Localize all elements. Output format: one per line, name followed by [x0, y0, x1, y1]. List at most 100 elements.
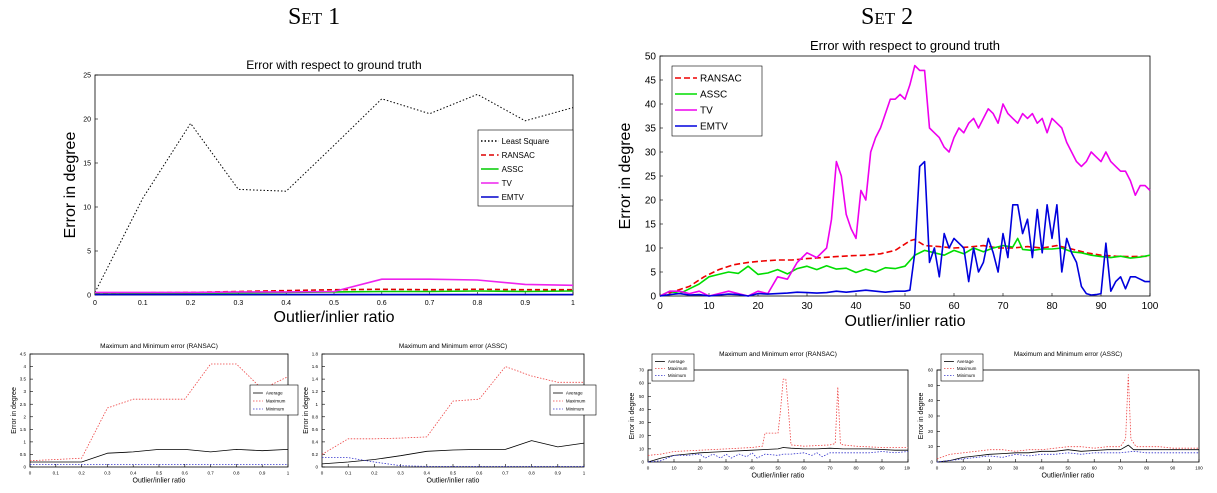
chart-set2-assc: Maximum and Minimum error (ASSC) 0 10 20 30 4… [918, 351, 1203, 480]
data-point [1091, 295, 1092, 296]
data-point [856, 238, 857, 239]
data-point [679, 291, 680, 292]
data-point [765, 449, 766, 450]
series-line-average [647, 447, 908, 463]
x-tick-label: 70 [1118, 466, 1124, 471]
x-tick-label: 0.9 [259, 471, 266, 476]
legend-label: Maximum [668, 366, 688, 371]
data-point [689, 288, 690, 289]
data-point [1185, 448, 1186, 449]
data-point [1032, 257, 1033, 258]
data-point [816, 293, 817, 294]
data-point [765, 454, 766, 455]
data-point [895, 450, 896, 451]
data-point [914, 252, 915, 253]
y-tick-label: 30 [928, 414, 934, 419]
data-point [1041, 451, 1042, 452]
data-point [777, 269, 778, 270]
data-point [525, 289, 526, 290]
data-point [1130, 258, 1131, 259]
y-tick-label: 0 [930, 460, 933, 465]
data-point [1068, 449, 1069, 450]
data-point [159, 449, 160, 450]
data-point [531, 376, 532, 377]
y-tick-label: 20 [645, 196, 657, 207]
data-point [505, 466, 506, 467]
x-tick-label: 20 [752, 301, 764, 312]
y-tick-label: 10 [83, 204, 91, 211]
data-point [709, 276, 710, 277]
data-point [875, 137, 876, 138]
x-tick-label: 60 [948, 301, 960, 312]
data-point [674, 451, 675, 452]
data-point [159, 399, 160, 400]
data-point [1081, 286, 1082, 287]
data-point [1110, 291, 1111, 292]
data-point [791, 444, 792, 445]
data-point [865, 269, 866, 270]
data-point [1081, 252, 1082, 253]
data-point [816, 269, 817, 270]
x-tick-label: 10 [961, 466, 967, 471]
data-point [1172, 448, 1173, 449]
x-tick-label: 50 [899, 301, 911, 312]
data-point [739, 454, 740, 455]
data-point [900, 94, 901, 95]
data-point [1150, 190, 1151, 191]
y-axis-label: Error in degree [617, 123, 634, 230]
y-tick-label: 10 [645, 244, 657, 255]
series-line-maximum [647, 378, 908, 456]
x-tick-label: 50 [775, 466, 781, 471]
data-point [107, 464, 108, 465]
data-point [400, 438, 401, 439]
y-tick-label: 0.6 [312, 427, 319, 432]
data-point [1094, 452, 1095, 453]
x-tick-label: 0.6 [377, 300, 387, 307]
data-point [1133, 451, 1134, 452]
x-tick-label: 30 [801, 301, 813, 312]
data-point [1101, 161, 1102, 162]
data-point [758, 293, 759, 294]
series-line-least-square [94, 93, 574, 293]
chart-title: Error with respect to ground truth [810, 38, 1000, 53]
set1-title: Set 1 [288, 4, 341, 30]
data-point [288, 376, 289, 377]
data-point [797, 262, 798, 263]
data-point [322, 454, 323, 455]
y-tick-label: 20 [928, 429, 934, 434]
data-point [993, 113, 994, 114]
data-point [573, 291, 574, 292]
y-tick-label: 1 [315, 402, 318, 407]
data-point [895, 268, 896, 269]
data-point [505, 366, 506, 367]
y-tick-label: 0 [315, 465, 318, 470]
x-tick-label: 0.9 [520, 300, 530, 307]
x-tick-label: 0 [657, 301, 663, 312]
data-point [1120, 171, 1121, 172]
x-tick-label: 0.7 [502, 471, 509, 476]
data-point [584, 466, 585, 467]
data-point [55, 462, 56, 463]
x-tick-label: 0.2 [186, 300, 196, 307]
data-point [1068, 452, 1069, 453]
data-point [949, 248, 950, 249]
legend-label: EMTV [502, 193, 525, 202]
y-tick-label: 45 [645, 76, 657, 87]
data-point [787, 273, 788, 274]
series-line-maximum [29, 363, 289, 462]
data-point [1003, 245, 1004, 246]
data-point [880, 128, 881, 129]
x-axis-label: Outlier/inlier ratio [427, 478, 480, 485]
data-point [1027, 118, 1028, 119]
data-point [1041, 454, 1042, 455]
y-tick-label: 10 [639, 446, 645, 451]
data-point [687, 454, 688, 455]
data-point [811, 455, 812, 456]
data-point [1172, 452, 1173, 453]
data-point [687, 455, 688, 456]
legend-label: ASSC [700, 90, 727, 101]
data-point [142, 294, 143, 295]
data-point [837, 387, 838, 388]
data-point [949, 152, 950, 153]
legend-label: TV [700, 106, 713, 117]
